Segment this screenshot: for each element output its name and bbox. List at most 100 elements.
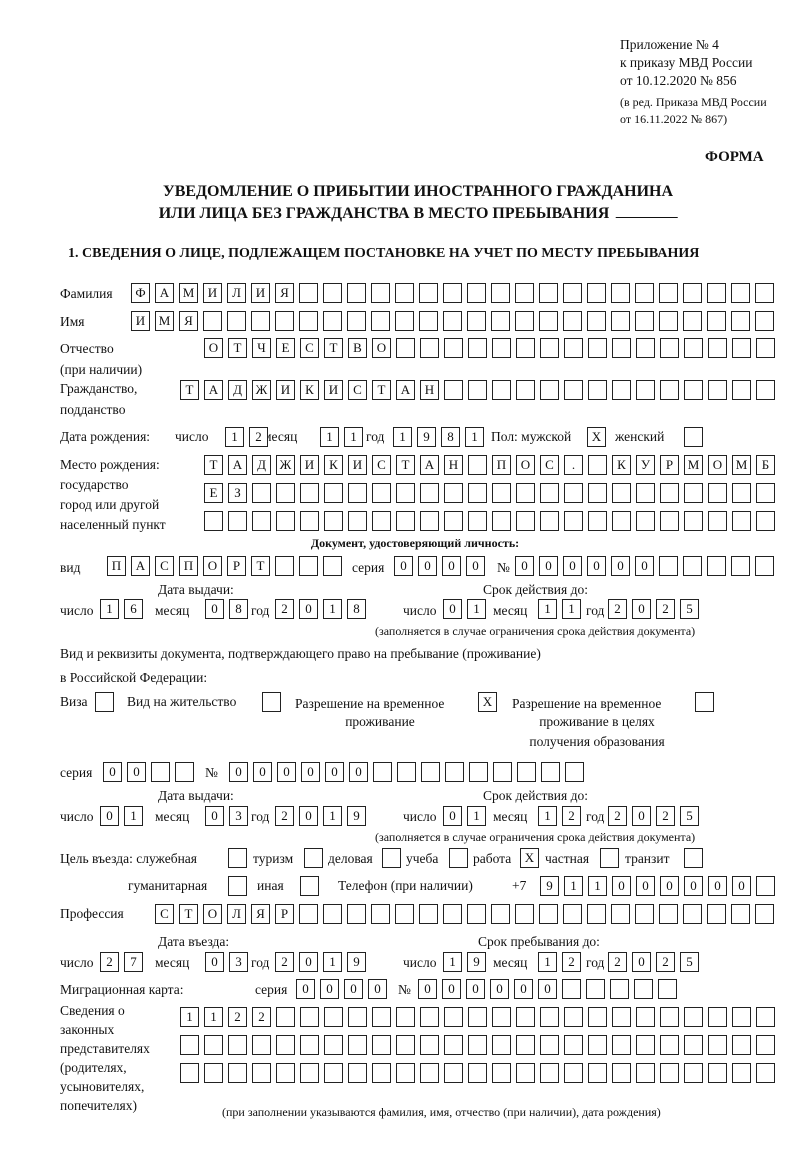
char-box-reps3[interactable] bbox=[300, 1063, 319, 1083]
char-box-mc-number[interactable] bbox=[658, 979, 677, 999]
char-box-doc-kind[interactable] bbox=[323, 556, 342, 576]
char-box-stay-issue-year[interactable]: 9 bbox=[347, 806, 366, 826]
char-box-profession[interactable] bbox=[419, 904, 438, 924]
char-box-doc-issue-year[interactable]: 8 bbox=[347, 599, 366, 619]
char-box-birth-place2[interactable] bbox=[540, 483, 559, 503]
char-box-surname[interactable] bbox=[755, 283, 774, 303]
char-box-mc-number[interactable] bbox=[562, 979, 581, 999]
char-box-birth-place1[interactable]: О bbox=[516, 455, 535, 475]
char-box-reps1[interactable] bbox=[396, 1007, 415, 1027]
char-box-name[interactable] bbox=[227, 311, 246, 331]
char-box-doc-valid-month[interactable]: 1 bbox=[562, 599, 581, 619]
checkbox-purpose-business[interactable] bbox=[382, 848, 401, 868]
char-box-name[interactable] bbox=[467, 311, 486, 331]
char-box-reps1[interactable] bbox=[444, 1007, 463, 1027]
char-box-reps2[interactable] bbox=[660, 1035, 679, 1055]
char-box-stay-until-month[interactable]: 1 bbox=[538, 952, 557, 972]
char-box-reps3[interactable] bbox=[180, 1063, 199, 1083]
char-box-stay-number[interactable]: 0 bbox=[229, 762, 248, 782]
char-box-patronymic[interactable] bbox=[684, 338, 703, 358]
char-box-profession[interactable] bbox=[395, 904, 414, 924]
char-box-reps3[interactable] bbox=[732, 1063, 751, 1083]
char-box-reps1[interactable] bbox=[564, 1007, 583, 1027]
char-box-citizenship[interactable]: А bbox=[204, 380, 223, 400]
char-box-patronymic[interactable]: Ч bbox=[252, 338, 271, 358]
char-box-citizenship[interactable]: Ж bbox=[252, 380, 271, 400]
char-box-reps2[interactable] bbox=[252, 1035, 271, 1055]
char-box-surname[interactable]: И bbox=[251, 283, 270, 303]
char-box-profession[interactable]: Я bbox=[251, 904, 270, 924]
char-box-patronymic[interactable]: Е bbox=[276, 338, 295, 358]
char-box-reps3[interactable] bbox=[276, 1063, 295, 1083]
char-box-name[interactable] bbox=[611, 311, 630, 331]
char-box-doc-issue-month[interactable]: 8 bbox=[229, 599, 248, 619]
char-box-birth-place2[interactable] bbox=[372, 483, 391, 503]
char-box-mc-series[interactable]: 0 bbox=[368, 979, 387, 999]
char-box-profession[interactable] bbox=[635, 904, 654, 924]
char-box-stay-number[interactable] bbox=[373, 762, 392, 782]
char-box-citizenship[interactable] bbox=[492, 380, 511, 400]
char-box-citizenship[interactable] bbox=[732, 380, 751, 400]
char-box-birth-place3[interactable] bbox=[756, 511, 775, 531]
char-box-surname[interactable] bbox=[347, 283, 366, 303]
char-box-doc-valid-year[interactable]: 0 bbox=[632, 599, 651, 619]
char-box-profession[interactable]: Р bbox=[275, 904, 294, 924]
char-box-birth-place1[interactable]: У bbox=[636, 455, 655, 475]
char-box-reps1[interactable]: 2 bbox=[228, 1007, 247, 1027]
char-box-birth-place3[interactable] bbox=[708, 511, 727, 531]
char-box-patronymic[interactable] bbox=[636, 338, 655, 358]
char-box-profession[interactable] bbox=[323, 904, 342, 924]
char-box-birth-place3[interactable] bbox=[300, 511, 319, 531]
char-box-doc-number[interactable]: 0 bbox=[539, 556, 558, 576]
char-box-reps3[interactable] bbox=[396, 1063, 415, 1083]
char-box-patronymic[interactable]: Т bbox=[228, 338, 247, 358]
char-box-birth-day[interactable]: 2 bbox=[249, 427, 268, 447]
char-box-stay-valid-month[interactable]: 2 bbox=[562, 806, 581, 826]
char-box-citizenship[interactable] bbox=[444, 380, 463, 400]
char-box-reps1[interactable] bbox=[276, 1007, 295, 1027]
char-box-reps3[interactable] bbox=[252, 1063, 271, 1083]
char-box-name[interactable] bbox=[419, 311, 438, 331]
char-box-citizenship[interactable]: Т bbox=[180, 380, 199, 400]
char-box-reps1[interactable]: 1 bbox=[204, 1007, 223, 1027]
char-box-doc-kind[interactable]: С bbox=[155, 556, 174, 576]
char-box-phone[interactable]: 9 bbox=[540, 876, 559, 896]
char-box-reps2[interactable] bbox=[348, 1035, 367, 1055]
char-box-doc-issue-year[interactable]: 2 bbox=[275, 599, 294, 619]
char-box-reps2[interactable] bbox=[612, 1035, 631, 1055]
char-box-stay-issue-month[interactable]: 0 bbox=[205, 806, 224, 826]
char-box-surname[interactable]: Я bbox=[275, 283, 294, 303]
char-box-patronymic[interactable] bbox=[468, 338, 487, 358]
char-box-doc-kind[interactable]: П bbox=[107, 556, 126, 576]
checkbox-purpose-tourism[interactable] bbox=[304, 848, 323, 868]
char-box-patronymic[interactable]: Т bbox=[324, 338, 343, 358]
char-box-reps1[interactable]: 2 bbox=[252, 1007, 271, 1027]
char-box-surname[interactable] bbox=[587, 283, 606, 303]
char-box-surname[interactable] bbox=[299, 283, 318, 303]
char-box-birth-place3[interactable] bbox=[204, 511, 223, 531]
char-box-entry-year[interactable]: 0 bbox=[299, 952, 318, 972]
char-box-citizenship[interactable] bbox=[636, 380, 655, 400]
char-box-stay-until-year[interactable]: 2 bbox=[608, 952, 627, 972]
char-box-doc-valid-year[interactable]: 2 bbox=[656, 599, 675, 619]
char-box-name[interactable] bbox=[251, 311, 270, 331]
char-box-patronymic[interactable] bbox=[492, 338, 511, 358]
char-box-birth-place2[interactable] bbox=[468, 483, 487, 503]
char-box-birth-place3[interactable] bbox=[516, 511, 535, 531]
char-box-reps2[interactable] bbox=[180, 1035, 199, 1055]
char-box-reps2[interactable] bbox=[636, 1035, 655, 1055]
checkbox-temp-residence[interactable]: X bbox=[478, 692, 497, 712]
char-box-birth-place3[interactable] bbox=[420, 511, 439, 531]
char-box-birth-place2[interactable] bbox=[324, 483, 343, 503]
char-box-stay-number[interactable] bbox=[445, 762, 464, 782]
char-box-stay-issue-day[interactable]: 0 bbox=[100, 806, 119, 826]
char-box-birth-place2[interactable] bbox=[396, 483, 415, 503]
char-box-reps1[interactable]: 1 bbox=[180, 1007, 199, 1027]
char-box-doc-series[interactable]: 0 bbox=[466, 556, 485, 576]
char-box-citizenship[interactable]: С bbox=[348, 380, 367, 400]
char-box-birth-place3[interactable] bbox=[636, 511, 655, 531]
char-box-reps2[interactable] bbox=[324, 1035, 343, 1055]
char-box-reps3[interactable] bbox=[324, 1063, 343, 1083]
char-box-citizenship[interactable] bbox=[588, 380, 607, 400]
char-box-birth-place3[interactable] bbox=[372, 511, 391, 531]
